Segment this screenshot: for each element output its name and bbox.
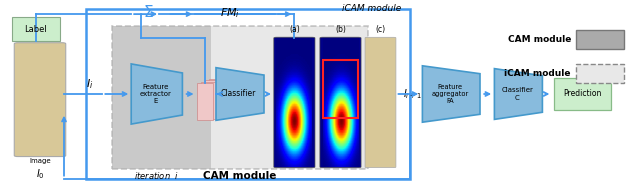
Bar — [201, 82, 217, 119]
Text: $I_i$: $I_i$ — [86, 77, 93, 91]
Polygon shape — [216, 68, 264, 120]
Text: $I_{i+1}$: $I_{i+1}$ — [403, 87, 422, 101]
Text: CAM module: CAM module — [508, 35, 571, 44]
FancyBboxPatch shape — [320, 37, 361, 168]
Bar — [209, 79, 225, 117]
Bar — [323, 60, 358, 118]
Bar — [554, 78, 611, 110]
Bar — [576, 64, 624, 83]
Text: Prediction: Prediction — [563, 89, 602, 99]
Text: Image: Image — [29, 158, 51, 164]
Text: iCAM module: iCAM module — [342, 4, 401, 13]
Text: Label: Label — [24, 25, 47, 34]
Bar — [112, 26, 211, 169]
Text: (c): (c) — [376, 25, 385, 34]
Text: CAM module: CAM module — [204, 171, 276, 181]
Text: (a): (a) — [289, 25, 300, 34]
Bar — [576, 30, 624, 49]
Text: $\Sigma$: $\Sigma$ — [143, 4, 154, 20]
Polygon shape — [422, 66, 480, 122]
Bar — [12, 17, 60, 41]
Text: iteration  $i$: iteration $i$ — [134, 170, 179, 181]
Bar — [112, 26, 368, 169]
Polygon shape — [495, 69, 543, 119]
FancyBboxPatch shape — [365, 37, 396, 168]
FancyBboxPatch shape — [274, 37, 315, 168]
Text: Classifier: Classifier — [221, 89, 257, 99]
FancyBboxPatch shape — [14, 43, 66, 157]
Bar — [197, 83, 213, 120]
Polygon shape — [131, 64, 182, 124]
Text: $I_0$: $I_0$ — [36, 167, 45, 181]
Text: (b): (b) — [335, 25, 346, 34]
Text: $FM_i$: $FM_i$ — [220, 6, 241, 20]
Bar — [86, 9, 410, 179]
Text: Feature
extractor
E: Feature extractor E — [140, 84, 172, 104]
Text: iCAM module: iCAM module — [504, 69, 571, 78]
Text: Classifier
C: Classifier C — [501, 87, 533, 101]
Text: Feature
aggregator
FA: Feature aggregator FA — [431, 84, 468, 104]
Bar — [205, 80, 221, 118]
